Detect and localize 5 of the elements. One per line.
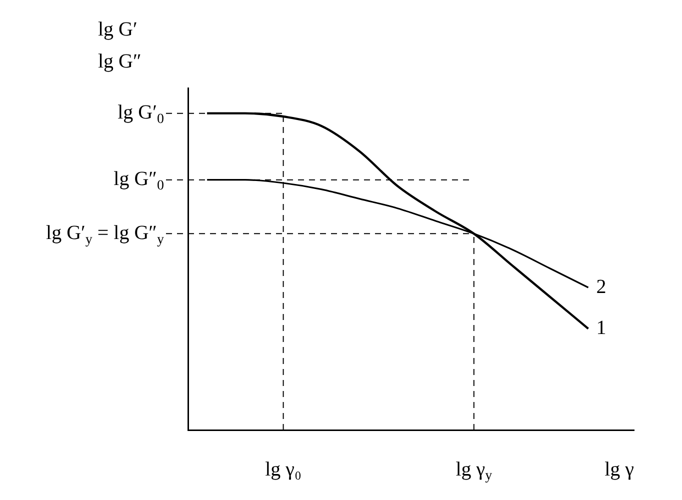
x-tick-label: lg γ₀ [265, 458, 302, 480]
x-axis-title: lg γ [604, 458, 634, 480]
series-label: 1 [596, 316, 606, 339]
y-axis-title: lg G′ lg G″ [98, 18, 142, 72]
series-label: 2 [596, 276, 606, 298]
